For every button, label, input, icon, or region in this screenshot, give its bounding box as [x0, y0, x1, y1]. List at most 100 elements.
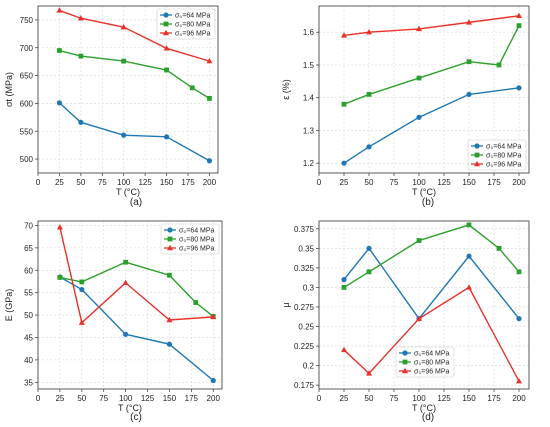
data-point — [78, 119, 84, 125]
x-tick-label: 75 — [99, 394, 108, 403]
data-point — [516, 12, 522, 19]
data-point — [516, 377, 522, 384]
legend-entry-label: σ₀=96 MPa — [486, 162, 522, 169]
data-point — [341, 160, 347, 166]
data-point — [341, 285, 347, 290]
x-tick-label: 75 — [390, 394, 399, 403]
x-tick-label: 175 — [185, 394, 199, 403]
y-tick-label: 0.175 — [294, 381, 315, 390]
x-tick-label: 125 — [437, 178, 451, 187]
data-point — [516, 23, 522, 29]
data-point — [121, 132, 127, 138]
data-point — [210, 313, 217, 320]
data-point — [123, 259, 129, 265]
legend-entry-label: σ₀=64 MPa — [179, 228, 215, 235]
data-point — [166, 316, 173, 323]
legend: σ₀=64 MPa σ₀=80 MPa σ₀=96 MPa — [156, 8, 216, 40]
data-point — [79, 286, 85, 293]
y-tick-label: 0.2 — [303, 362, 315, 371]
data-point — [366, 92, 372, 97]
x-tick-label: 50 — [365, 178, 374, 187]
series-line-1 — [343, 247, 520, 320]
series-line-2 — [343, 224, 520, 289]
data-point — [516, 85, 522, 91]
legend-swatch-marker — [402, 367, 408, 374]
legend-swatch-marker — [167, 227, 173, 233]
x-tick-label: 25 — [340, 178, 349, 187]
x-tick-label: 150 — [160, 178, 174, 187]
y-tick-label: 1.6 — [303, 28, 315, 37]
y-tick-label: 1.2 — [303, 159, 315, 168]
x-tick-label: 200 — [203, 178, 217, 187]
plot-frame — [37, 220, 223, 390]
series-line-2 — [59, 49, 210, 100]
y-tick-label: 750 — [20, 16, 34, 25]
series-line-1 — [58, 102, 210, 162]
legend-entry-label: σ₀=96 MPa — [414, 369, 450, 376]
legend-entry-label: σ₀=80 MPa — [414, 360, 450, 367]
x-tick-label: 200 — [207, 394, 221, 403]
y-tick-label: 35 — [24, 378, 33, 387]
panel-label: (c) — [130, 412, 142, 423]
x-tick-label: 175 — [487, 394, 501, 403]
data-point — [466, 284, 472, 290]
data-point — [123, 331, 129, 337]
data-point — [120, 23, 127, 30]
y-tick-label: 0.325 — [294, 264, 315, 273]
x-tick-label: 100 — [119, 394, 133, 403]
y-tick-label: 550 — [20, 127, 34, 136]
x-axis-label: T (°C) — [412, 403, 436, 413]
legend-box — [395, 346, 455, 378]
data-point — [78, 53, 84, 59]
legend-swatch-marker — [163, 12, 169, 18]
panel-d: 0 25 50 75 100 125 150 175 200 0.175 0.2 0.225 0.25 0… — [281, 220, 530, 423]
legend-swatch-marker — [474, 160, 480, 167]
x-tick-label: 100 — [412, 394, 426, 403]
data-point — [206, 158, 213, 164]
data-point — [416, 25, 422, 32]
panel-b: 0 25 50 75 100 125 150 175 200 1.2 1.3 1.4 1.5 1.6 T (… — [281, 5, 530, 208]
legend-swatch-marker — [167, 236, 173, 242]
legend-swatch-marker — [474, 143, 480, 149]
data-point — [496, 245, 502, 251]
plot-frame — [37, 5, 219, 174]
plot-frame — [318, 5, 530, 174]
data-point — [466, 222, 472, 228]
x-tick-label: 0 — [317, 178, 322, 187]
legend-swatch-marker — [402, 359, 408, 365]
data-point — [57, 275, 63, 280]
data-point — [366, 245, 372, 251]
data-point — [163, 45, 170, 51]
data-point — [56, 7, 63, 13]
legend-swatch-marker — [474, 152, 480, 158]
x-tick-label: 150 — [163, 394, 177, 403]
y-axis-label: σt (MPa) — [4, 72, 14, 107]
x-tick-label: 200 — [512, 178, 526, 187]
data-point — [57, 48, 62, 53]
data-point — [366, 370, 372, 376]
plot-frame — [318, 220, 530, 390]
data-point — [77, 15, 84, 21]
panel-c: 0 25 50 75 100 125 150 175 200 35 40 45 50 55 60 65 70 T … — [4, 220, 223, 423]
x-tick-label: 125 — [138, 178, 152, 187]
y-tick-label: 45 — [24, 333, 33, 342]
legend-entry-label: σ₀=80 MPa — [486, 153, 522, 160]
y-tick-label: 0.3 — [303, 283, 315, 292]
x-tick-label: 75 — [98, 178, 107, 187]
data-point — [207, 96, 212, 101]
x-tick-label: 0 — [36, 178, 41, 187]
y-tick-label: 0.25 — [298, 322, 314, 331]
legend: σ₀=64 MPa σ₀=80 MPa σ₀=96 MPa — [467, 139, 527, 171]
data-point — [56, 224, 63, 230]
data-point — [496, 62, 502, 68]
y-tick-label: 40 — [24, 356, 33, 365]
data-point — [167, 272, 172, 278]
x-tick-label: 125 — [437, 394, 451, 403]
data-point — [163, 134, 170, 140]
data-point — [189, 85, 195, 91]
y-axis-label: μ — [281, 302, 291, 307]
data-point — [79, 279, 85, 285]
x-tick-label: 50 — [365, 394, 374, 403]
data-point — [466, 59, 472, 65]
